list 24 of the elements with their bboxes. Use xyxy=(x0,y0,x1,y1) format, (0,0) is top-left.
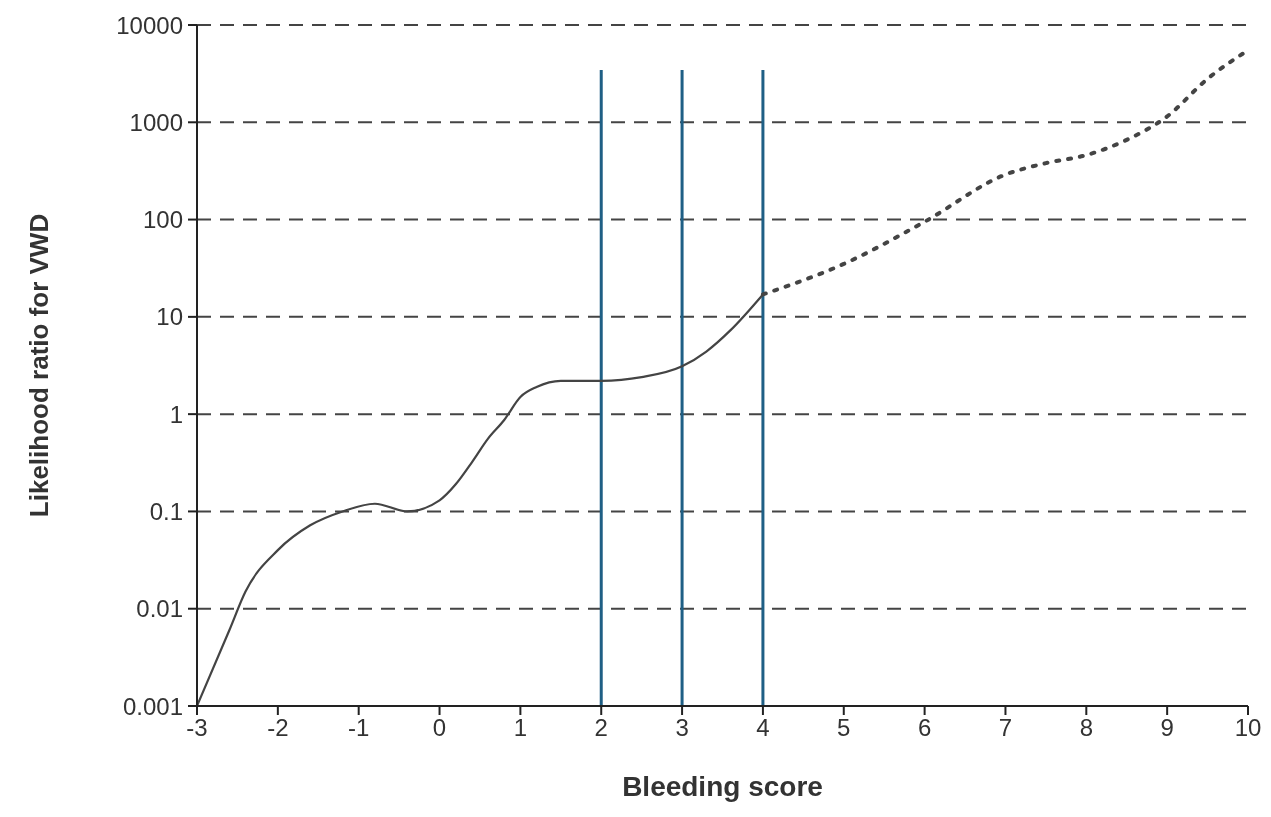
x-tick-label: 9 xyxy=(1160,714,1174,741)
x-tick-label: 4 xyxy=(756,714,770,741)
y-tick-label: 10000 xyxy=(116,11,183,39)
y-tick-label: 1000 xyxy=(129,108,183,136)
x-tick-label: -3 xyxy=(186,714,208,741)
x-tick-label: 10 xyxy=(1234,714,1262,741)
y-tick-label: 10 xyxy=(156,303,183,331)
x-tick-label: 7 xyxy=(998,714,1013,741)
x-tick-label: 3 xyxy=(675,714,689,741)
x-tick-label: -2 xyxy=(267,714,289,741)
x-tick-label: 1 xyxy=(513,714,528,741)
x-tick-label: 5 xyxy=(837,714,851,741)
x-tick-label: 2 xyxy=(594,714,608,741)
x-axis-title: Bleeding score xyxy=(622,771,823,802)
y-axis-title: Likelihood ratio for VWD xyxy=(24,213,54,518)
x-tick-label: -1 xyxy=(348,714,370,741)
y-tick-label: 0.01 xyxy=(136,595,183,623)
y-tick-label: 100 xyxy=(142,206,183,234)
y-tick-label: 0.1 xyxy=(149,497,183,525)
x-tick-label: 8 xyxy=(1079,714,1093,741)
y-tick-label: 1 xyxy=(169,400,183,428)
x-tick-label: 6 xyxy=(917,714,932,741)
y-tick-label: 0.001 xyxy=(122,692,183,720)
x-tick-label: 0 xyxy=(432,714,447,741)
